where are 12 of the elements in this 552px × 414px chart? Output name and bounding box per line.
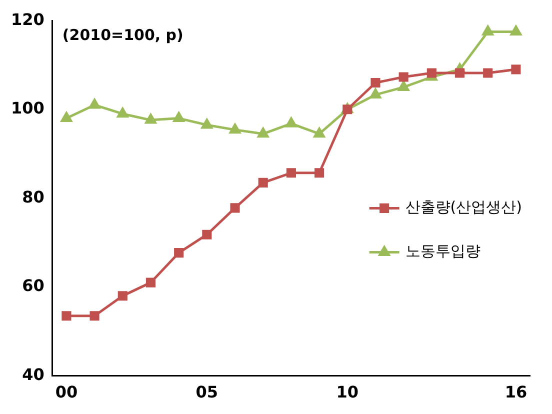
x-tick-label: 10 <box>336 382 359 402</box>
y-tick-label: 120 <box>10 10 44 29</box>
x-tick-label: 16 <box>504 382 528 402</box>
x-tick-label: 05 <box>196 382 218 402</box>
y-tick-label: 60 <box>22 276 44 296</box>
legend-label: 산출량(산업생산) <box>405 198 522 216</box>
legend-label: 노동투입량 <box>405 242 480 260</box>
x-tick-label: 00 <box>55 382 78 402</box>
y-tick-label: 100 <box>10 98 44 118</box>
y-tick-label: 40 <box>22 364 44 384</box>
y-tick-label: 80 <box>22 187 44 206</box>
annotation: (2010=100, p) <box>62 26 184 44</box>
